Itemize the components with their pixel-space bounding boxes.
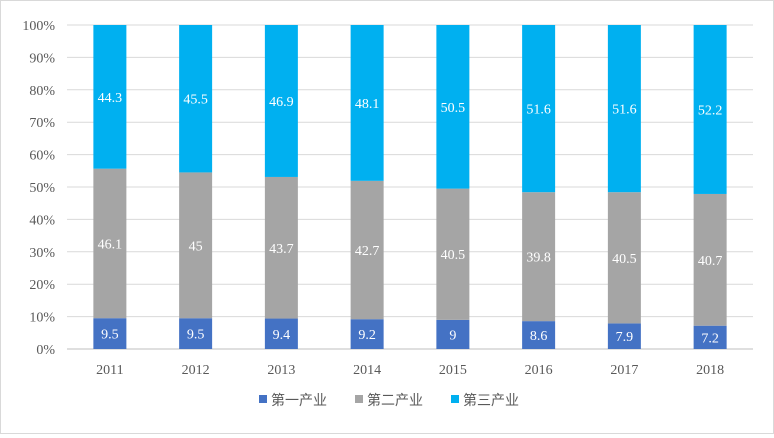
bar-segment — [350, 180, 384, 320]
bar-segment — [264, 318, 298, 349]
bar-segment — [522, 25, 556, 193]
x-tick-label: 2011 — [96, 363, 123, 378]
bar-segment — [179, 25, 213, 173]
y-tick-label: 30% — [29, 246, 55, 261]
x-tick-label: 2012 — [182, 363, 210, 378]
data-label: 44.3 — [98, 91, 123, 106]
legend-label: 第二产业 — [367, 392, 423, 409]
legend-swatch — [259, 395, 267, 403]
bar-segment — [179, 318, 213, 349]
bar-segment — [436, 319, 470, 349]
data-label: 51.6 — [612, 103, 637, 118]
data-label: 46.1 — [98, 237, 123, 252]
data-label: 50.5 — [441, 101, 466, 116]
data-label: 45.5 — [183, 93, 208, 108]
data-label: 45 — [189, 239, 203, 254]
data-label: 40.7 — [698, 254, 723, 269]
data-label: 51.6 — [526, 103, 551, 118]
y-tick-label: 60% — [29, 149, 55, 164]
y-tick-label: 100% — [22, 19, 55, 34]
y-tick-label: 20% — [29, 278, 55, 293]
legend-label: 第一产业 — [271, 392, 327, 409]
y-axis-tick-labels: 0% 10% 20% 30% 40% 50% 60% 70% 80% 90% 100% — [22, 19, 55, 358]
y-tick-label: 70% — [29, 116, 55, 131]
data-label: 39.8 — [526, 251, 551, 266]
legend-swatch — [355, 395, 363, 403]
legend-label: 第三产业 — [463, 392, 519, 409]
bar-segment — [179, 172, 213, 319]
bar-segment — [93, 318, 127, 349]
data-label: 7.9 — [616, 330, 634, 345]
bar-segment — [436, 188, 470, 320]
data-label: 48.1 — [355, 97, 380, 112]
bar-segment — [264, 176, 298, 319]
data-label: 52.2 — [698, 103, 723, 118]
x-tick-label: 2014 — [353, 363, 381, 378]
data-label: 7.2 — [701, 331, 719, 346]
data-label: 43.7 — [269, 242, 294, 257]
bars: 9.5 46.1 44.3 9.5 45 45.5 9.4 43.7 46.9 9.2 42.7 48… — [93, 25, 727, 349]
bar-segment — [522, 321, 556, 349]
data-label: 42.7 — [355, 244, 380, 259]
bar-segment — [693, 325, 727, 349]
x-tick-label: 2013 — [267, 363, 295, 378]
data-label: 9 — [449, 328, 456, 343]
bar-segment — [693, 193, 727, 326]
x-tick-label: 2016 — [525, 363, 553, 378]
y-tick-label: 80% — [29, 84, 55, 99]
data-label: 9.4 — [273, 328, 291, 343]
bar-segment — [350, 319, 384, 349]
data-label: 9.5 — [187, 328, 205, 343]
y-tick-label: 90% — [29, 51, 55, 66]
y-tick-label: 50% — [29, 181, 55, 196]
legend: 第一产业 第二产业 第三产业 — [259, 392, 519, 409]
bar-segment — [607, 192, 641, 324]
y-tick-label: 40% — [29, 213, 55, 228]
bar-segment — [350, 25, 384, 181]
data-label: 8.6 — [530, 329, 548, 344]
data-label: 40.5 — [612, 252, 637, 267]
legend-swatch — [451, 395, 459, 403]
x-axis-tick-labels: 2011 2012 2013 2014 2015 2016 2017 2018 — [96, 363, 724, 378]
x-tick-label: 2015 — [439, 363, 467, 378]
y-tick-label: 0% — [36, 343, 55, 358]
bar-segment — [693, 25, 727, 194]
data-label: 9.2 — [358, 328, 376, 343]
data-label: 40.5 — [441, 248, 466, 263]
bar-segment — [264, 25, 298, 177]
gridlines — [67, 24, 753, 350]
bar-segment — [607, 323, 641, 349]
data-label: 46.9 — [269, 95, 294, 110]
data-label: 9.5 — [101, 328, 119, 343]
x-tick-label: 2017 — [610, 363, 638, 378]
y-tick-label: 10% — [29, 311, 55, 326]
x-tick-label: 2018 — [696, 363, 724, 378]
bar-segment — [436, 25, 470, 189]
bar-segment — [93, 168, 127, 319]
bar-segment — [607, 25, 641, 193]
bar-segment — [93, 25, 127, 169]
bar-segment — [522, 192, 556, 322]
